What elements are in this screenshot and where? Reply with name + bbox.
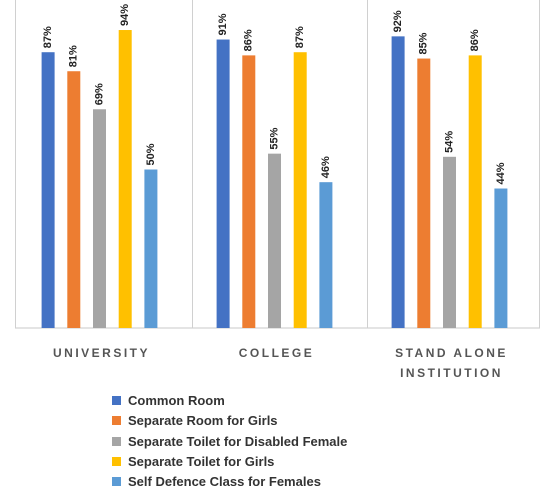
bar: [268, 153, 281, 328]
bar: [468, 55, 482, 328]
bar: [443, 156, 456, 328]
bar: [417, 58, 431, 329]
bar: [494, 188, 508, 328]
legend-swatch: [112, 477, 121, 487]
value-label: 87%: [294, 26, 306, 48]
bar: [391, 36, 405, 329]
legend-label: Separate Toilet for Girls: [128, 453, 275, 469]
bar: [293, 52, 307, 329]
value-label: 94%: [119, 4, 131, 26]
legend-item: Separate Room for Girls: [112, 411, 278, 431]
value-label: 86%: [243, 29, 255, 51]
bar: [319, 182, 333, 328]
legend-item: Separate Toilet for Girls: [112, 452, 274, 472]
x-tick-label: UNIVERSITY: [52, 346, 150, 360]
bar: [216, 39, 230, 328]
value-label: 55%: [268, 127, 280, 149]
bar: [144, 169, 158, 328]
value-label: 69%: [93, 83, 105, 105]
legend-item: Self Defence Class for Females: [112, 472, 321, 492]
legend-item: Common Room: [112, 391, 225, 411]
legend-label: Separate Room for Girls: [128, 413, 278, 429]
legend-label: Separate Toilet for Disabled Female: [128, 433, 348, 449]
value-label: 50%: [145, 143, 157, 165]
legend-swatch: [112, 456, 121, 466]
value-label: 87%: [42, 26, 54, 48]
legend-swatch: [112, 396, 121, 405]
legend-swatch: [112, 416, 121, 426]
bar: [93, 109, 106, 329]
value-label: 54%: [443, 131, 455, 153]
legend-item: Separate Toilet for Disabled Female: [112, 432, 347, 452]
value-label: 91%: [217, 13, 229, 35]
legend-label: Self Defence Class for Females: [128, 474, 321, 490]
value-label: 85%: [418, 32, 430, 54]
bar: [118, 30, 132, 329]
value-label: 92%: [392, 10, 404, 32]
x-tick-label: COLLEGE: [238, 346, 315, 360]
value-label: 86%: [469, 29, 481, 51]
bar: [67, 71, 81, 328]
legend-swatch: [112, 436, 121, 446]
value-label: 81%: [68, 45, 80, 67]
value-label: 46%: [320, 156, 332, 178]
legend-label: Common Room: [128, 393, 225, 408]
bar: [242, 55, 256, 328]
x-tick-label: STAND ALONE INSTITUTION: [395, 346, 508, 380]
value-label: 44%: [495, 162, 507, 184]
bar: [41, 52, 55, 329]
